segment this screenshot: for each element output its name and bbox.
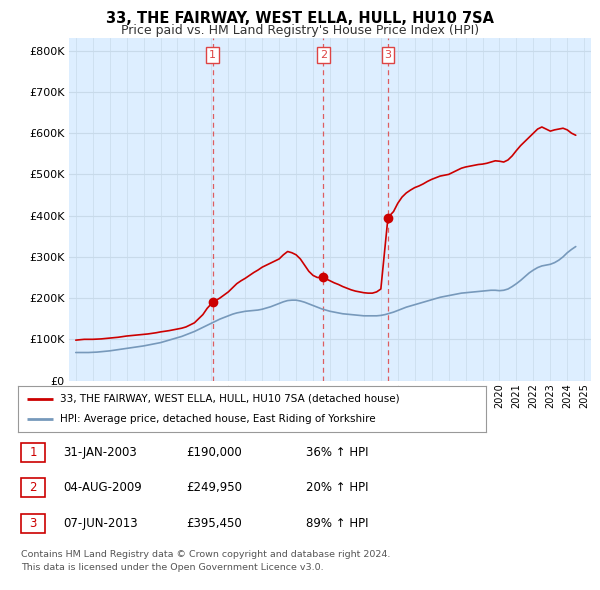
Text: 31-JAN-2003: 31-JAN-2003 [63,446,137,459]
Text: 89% ↑ HPI: 89% ↑ HPI [306,517,368,530]
Text: 1: 1 [29,446,37,459]
Text: Contains HM Land Registry data © Crown copyright and database right 2024.: Contains HM Land Registry data © Crown c… [21,550,391,559]
Text: 2: 2 [320,50,327,60]
Text: 33, THE FAIRWAY, WEST ELLA, HULL, HU10 7SA: 33, THE FAIRWAY, WEST ELLA, HULL, HU10 7… [106,11,494,25]
Text: 07-JUN-2013: 07-JUN-2013 [63,517,137,530]
Text: 04-AUG-2009: 04-AUG-2009 [63,481,142,494]
Text: 1: 1 [209,50,216,60]
Text: 20% ↑ HPI: 20% ↑ HPI [306,481,368,494]
Text: 2: 2 [29,481,37,494]
Text: HPI: Average price, detached house, East Riding of Yorkshire: HPI: Average price, detached house, East… [60,414,376,424]
Text: 3: 3 [29,517,37,530]
Text: 3: 3 [385,50,391,60]
Text: 36% ↑ HPI: 36% ↑ HPI [306,446,368,459]
Text: 33, THE FAIRWAY, WEST ELLA, HULL, HU10 7SA (detached house): 33, THE FAIRWAY, WEST ELLA, HULL, HU10 7… [60,394,400,404]
Text: Price paid vs. HM Land Registry's House Price Index (HPI): Price paid vs. HM Land Registry's House … [121,24,479,37]
Text: This data is licensed under the Open Government Licence v3.0.: This data is licensed under the Open Gov… [21,563,323,572]
Text: £249,950: £249,950 [186,481,242,494]
Text: £395,450: £395,450 [186,517,242,530]
Text: £190,000: £190,000 [186,446,242,459]
